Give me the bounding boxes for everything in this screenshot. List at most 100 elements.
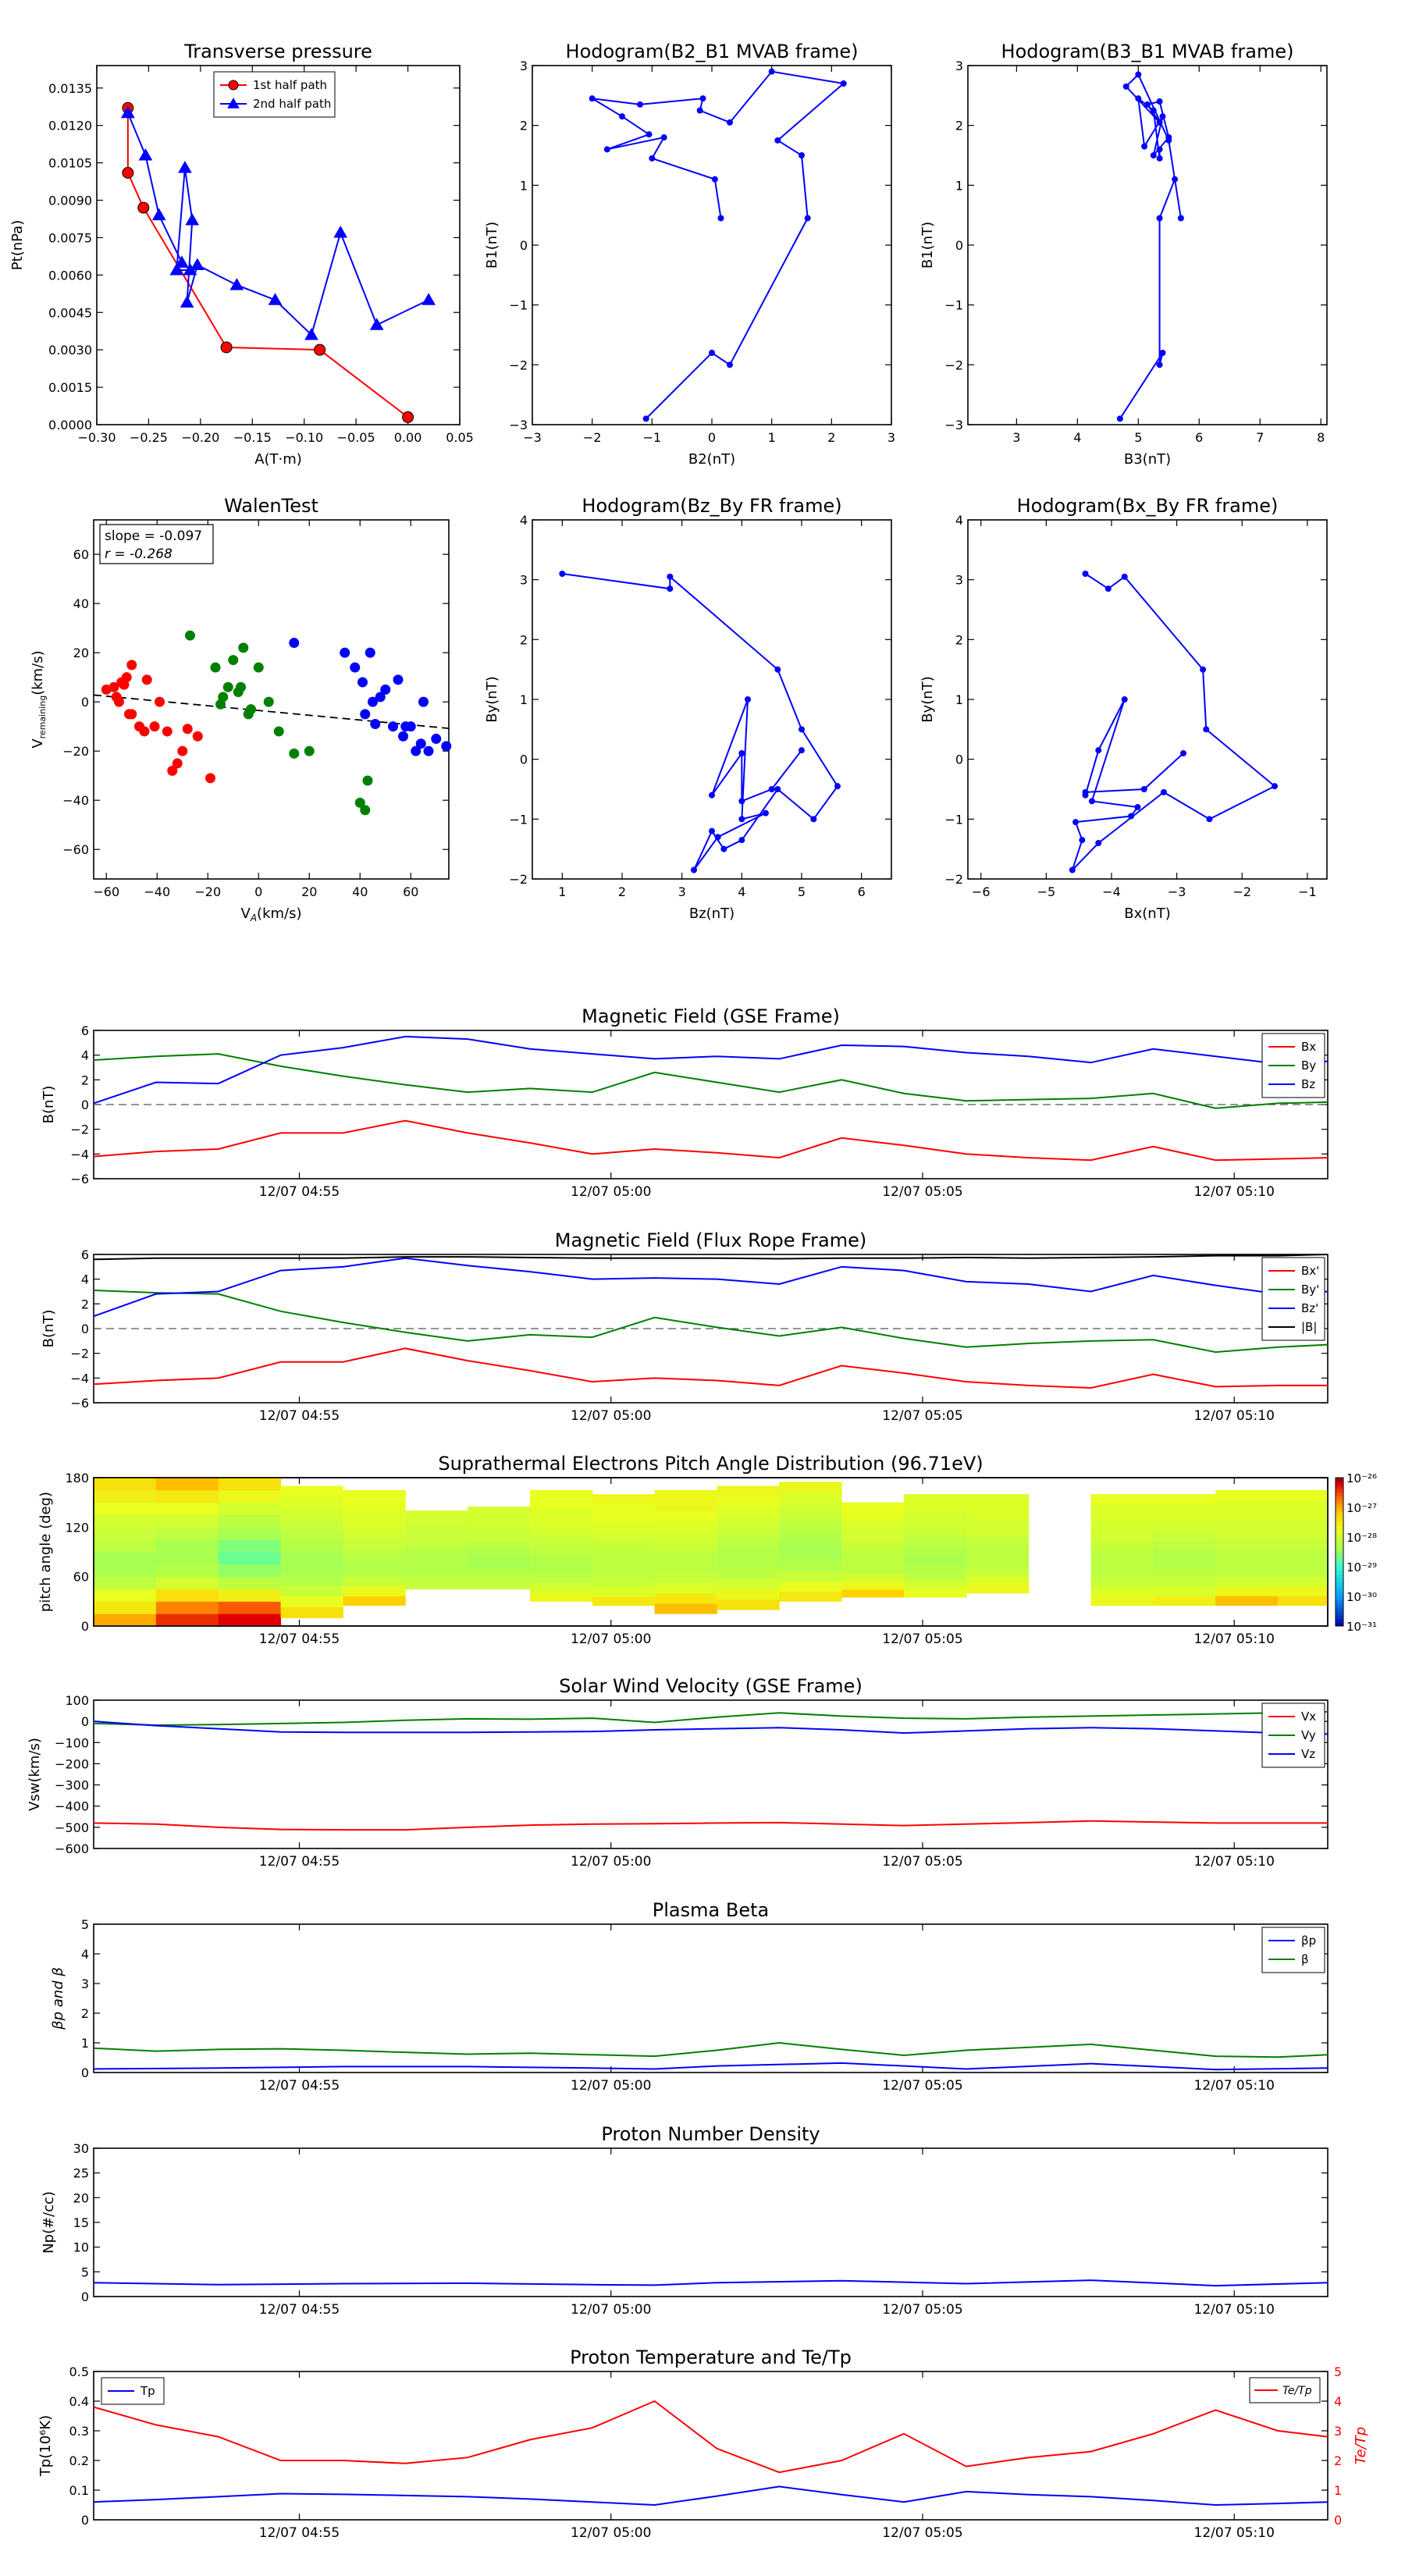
heatmap-cell — [592, 1540, 656, 1550]
colorbar-cell — [1336, 1599, 1343, 1604]
legend-label: Bx' — [1301, 1264, 1319, 1278]
colorbar-cell — [1336, 1611, 1343, 1616]
data-point — [227, 97, 240, 109]
data-point — [1172, 176, 1179, 183]
data-point — [362, 775, 373, 786]
x-tick-label: 2 — [827, 430, 835, 445]
x-tick-label: −0.15 — [233, 430, 272, 445]
heatmap-cell — [94, 1539, 157, 1553]
data-point — [368, 696, 378, 707]
heatmap-cell — [343, 1518, 406, 1529]
data-point — [122, 166, 134, 179]
x-axis-label: VA(km/s) — [241, 906, 302, 923]
data-point — [1177, 215, 1184, 222]
data-point — [1128, 813, 1135, 820]
heatmap-cell — [405, 1536, 468, 1544]
x-tick-label: −0.25 — [130, 430, 168, 445]
x-axis-label: Bx(nT) — [1124, 906, 1170, 922]
heatmap-cell — [654, 1582, 717, 1594]
legend-label: βp — [1301, 1934, 1316, 1948]
heatmap-cell — [1215, 1518, 1279, 1529]
data-point — [423, 745, 434, 756]
heatmap-cell — [779, 1581, 842, 1592]
heatmap-cell — [1278, 1538, 1328, 1549]
heatmap-cell — [592, 1568, 656, 1578]
heatmap-cell — [904, 1563, 967, 1572]
x-tick-label: −2 — [1232, 884, 1251, 899]
series-line-Bx' — [94, 1347, 1328, 1389]
heatmap-cell — [280, 1496, 343, 1509]
series-line-Bx — [94, 1119, 1328, 1162]
heatmap-cell — [654, 1531, 717, 1542]
y-tick-label: −1 — [509, 812, 528, 827]
y-tick-label: 3 — [81, 1976, 89, 1991]
heatmap-cell — [1215, 1489, 1279, 1500]
x-tick-label: −3 — [1168, 884, 1186, 899]
y-tick-label: −300 — [55, 1778, 89, 1793]
data-point — [763, 809, 769, 817]
legend-label: β — [1301, 1952, 1309, 1966]
y-tick-label: 60 — [73, 1570, 89, 1585]
time-tick-label: 12/07 04:55 — [259, 2302, 340, 2318]
y-tick-label: 0 — [520, 753, 528, 767]
heatmap-cell — [966, 1527, 1030, 1536]
time-tick-label: 12/07 05:00 — [571, 1184, 651, 1200]
data-point — [418, 696, 429, 707]
data-point — [1082, 571, 1089, 577]
heatmap-cell — [529, 1527, 593, 1537]
heatmap-cell — [529, 1499, 593, 1510]
data-point — [646, 131, 653, 138]
y-tick-label: 0 — [81, 695, 89, 710]
heatmap-cell — [155, 1564, 219, 1578]
series-group — [94, 1035, 1328, 1162]
data-point — [1121, 696, 1128, 703]
heatmap-cell — [343, 1576, 406, 1587]
data-point — [1140, 786, 1147, 792]
data-point — [799, 726, 805, 733]
heatmap-cell — [468, 1568, 531, 1576]
heatmap-cell — [529, 1508, 593, 1518]
data-point — [375, 692, 386, 703]
y-tick-label: 0.3 — [69, 2424, 89, 2439]
series-line-Te/Tp — [94, 2400, 1328, 2474]
data-point — [215, 699, 226, 710]
y-tick-label: 3 — [520, 59, 528, 73]
data-point — [192, 731, 203, 742]
heatmap-cell — [717, 1557, 780, 1569]
time-tick-label: 12/07 05:05 — [882, 2078, 962, 2094]
legend-label: |B| — [1301, 1320, 1317, 1334]
y-right-tick-label: 2 — [1334, 2453, 1342, 2468]
heatmap-cell — [1090, 1512, 1154, 1523]
x-tick-label: 1 — [768, 430, 776, 445]
heatmap-cell — [841, 1550, 905, 1558]
colorbar-cell — [1336, 1563, 1343, 1567]
x-axis-label: A(T·m) — [254, 451, 302, 468]
colorbar-cell — [1336, 1596, 1343, 1601]
data-point — [1272, 783, 1279, 790]
colorbar-cell — [1336, 1622, 1343, 1627]
heatmap-cell — [779, 1541, 842, 1553]
heatmap-cell — [717, 1537, 780, 1549]
data-point — [649, 155, 656, 162]
heatmap-cell — [592, 1559, 656, 1569]
heatmap-cell — [904, 1511, 967, 1521]
data-point — [1156, 146, 1163, 153]
heatmap-cell — [654, 1603, 717, 1614]
colorbar-cell — [1336, 1500, 1343, 1504]
heatmap-cell — [966, 1568, 1030, 1578]
heatmap-cell — [779, 1571, 842, 1582]
data-point — [667, 585, 674, 592]
heatmap-cell — [1215, 1500, 1279, 1510]
data-point — [369, 318, 384, 330]
data-point — [1156, 98, 1163, 105]
y-tick-label: −2 — [509, 872, 528, 887]
heatmap-cell — [904, 1580, 967, 1589]
colorbar-label: 10⁻²⁸ — [1346, 1531, 1377, 1545]
plot-frame — [93, 2147, 1329, 2297]
heatmap-cell — [717, 1589, 780, 1600]
annotation-slope: slope = -0.097 — [105, 528, 202, 544]
y-tick-label: 0.4 — [69, 2394, 89, 2409]
series-group — [94, 2279, 1328, 2287]
series-line — [1071, 573, 1276, 871]
time-tick-label: 12/07 04:55 — [259, 2078, 340, 2094]
